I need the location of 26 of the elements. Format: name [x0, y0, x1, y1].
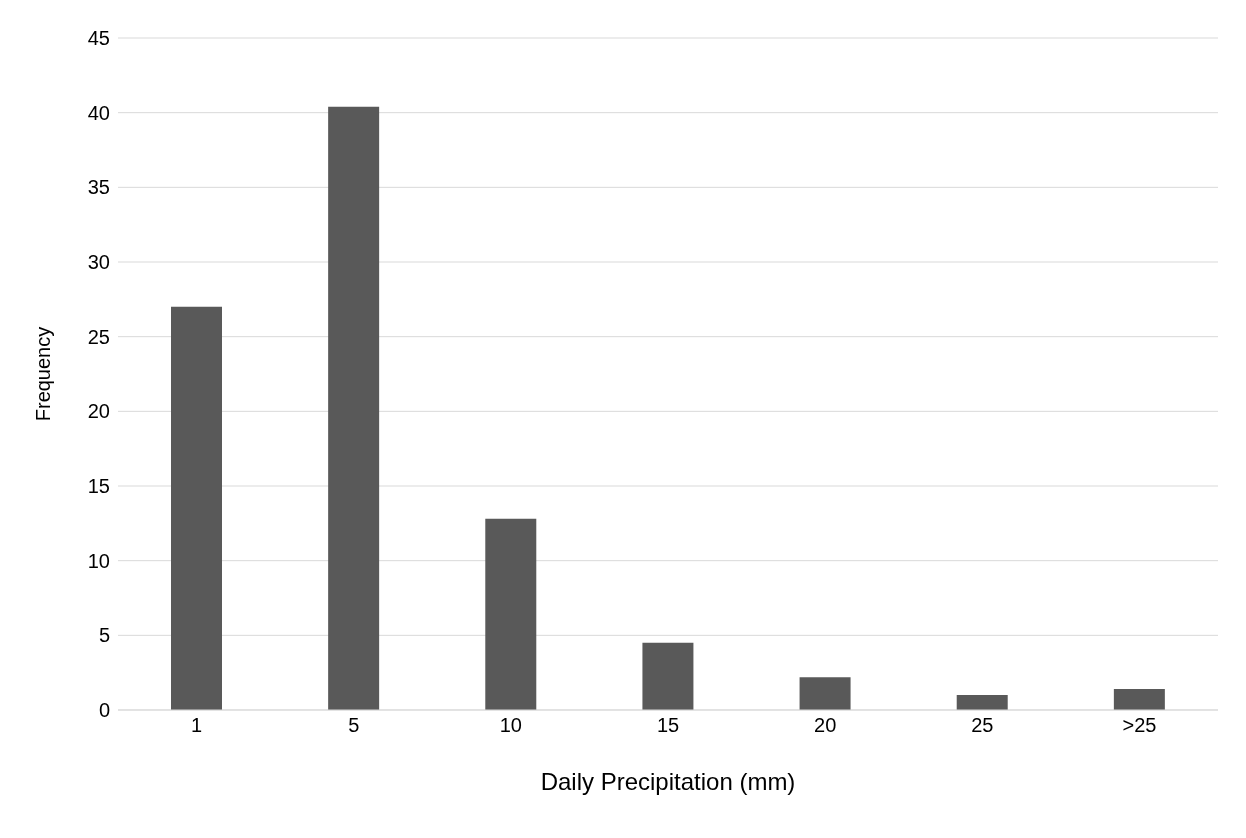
bar: [642, 642, 694, 710]
bar: [485, 518, 537, 710]
x-tick-label: 25: [971, 714, 994, 737]
y-tick-label: 15: [87, 475, 110, 498]
x-tick-label: 10: [499, 714, 522, 737]
bar: [171, 306, 222, 710]
y-tick-label: 45: [87, 27, 110, 50]
y-tick-label: 5: [98, 624, 110, 647]
y-tick-label: 10: [87, 549, 110, 572]
x-tick-label: 1: [191, 714, 203, 737]
y-tick-label: 25: [87, 325, 110, 348]
y-tick-label: 20: [87, 400, 110, 423]
bar: [1113, 689, 1165, 710]
x-tick-label: 5: [348, 714, 360, 737]
x-tick-label: 15: [656, 714, 680, 737]
bar: [956, 695, 1008, 710]
x-tick-label: >25: [1122, 714, 1157, 737]
bar: [328, 106, 380, 710]
bar: [799, 677, 851, 710]
x-tick-label: 20: [814, 714, 837, 737]
y-tick-label: 0: [98, 699, 110, 722]
y-tick-label: 40: [87, 101, 110, 124]
y-tick-label: 35: [87, 176, 110, 199]
y-tick-label: 30: [87, 251, 110, 274]
y-axis-title: Frequency: [32, 326, 55, 422]
x-axis-title: Daily Precipitation (mm): [540, 768, 796, 795]
